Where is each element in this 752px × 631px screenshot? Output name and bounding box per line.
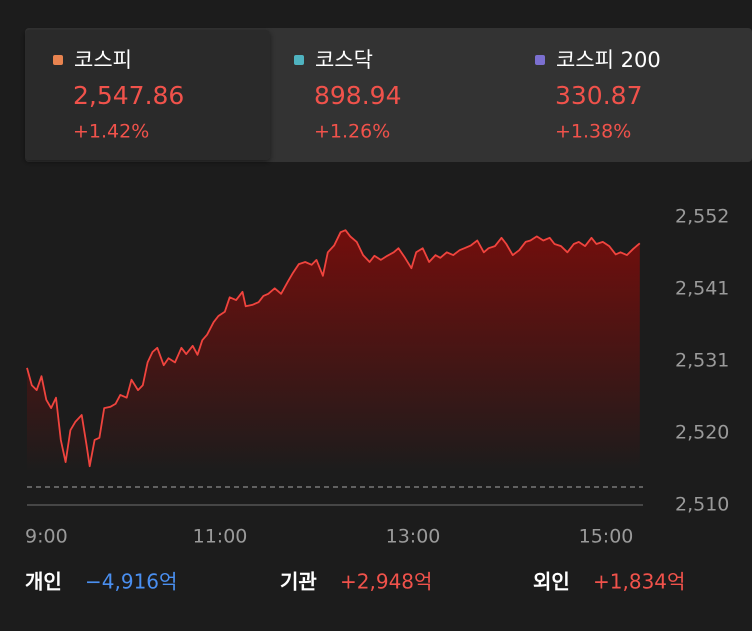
tab-dot — [53, 55, 63, 65]
selected-tab-bg — [25, 30, 270, 160]
tab-value: 898.94 — [314, 81, 401, 110]
flow-value: +1,834억 — [593, 570, 685, 594]
y-tick-label: 2,520 — [675, 422, 729, 444]
price-line — [26, 229, 641, 468]
x-tick-label: 13:00 — [386, 526, 441, 548]
y-tick-label: 2,531 — [675, 350, 729, 372]
tab-name: 코스피 200 — [556, 48, 661, 72]
flow-value: −4,916억 — [85, 570, 177, 594]
flow-label: 외인 — [533, 570, 570, 594]
tab-name: 코스닥 — [315, 48, 373, 72]
tab-name: 코스피 — [74, 48, 132, 72]
flow-value: +2,948억 — [340, 570, 432, 594]
tab-change: +1.38% — [555, 121, 631, 143]
y-tick-label: 2,541 — [675, 278, 729, 300]
price-area — [27, 230, 640, 472]
tab-value: 330.87 — [555, 81, 642, 110]
tab-dot — [535, 55, 545, 65]
tab-change: +1.26% — [314, 121, 390, 143]
flow-label: 개인 — [25, 570, 62, 594]
tab-change: +1.42% — [73, 121, 149, 143]
x-tick-label: 11:00 — [193, 526, 248, 548]
tab-value: 2,547.86 — [73, 81, 184, 110]
y-tick-label: 2,510 — [675, 494, 729, 516]
y-tick-label: 2,552 — [675, 206, 729, 228]
tab-dot — [294, 55, 304, 65]
flow-label: 기관 — [280, 570, 317, 594]
x-tick-label: 9:00 — [25, 526, 68, 548]
x-tick-label: 15:00 — [579, 526, 634, 548]
